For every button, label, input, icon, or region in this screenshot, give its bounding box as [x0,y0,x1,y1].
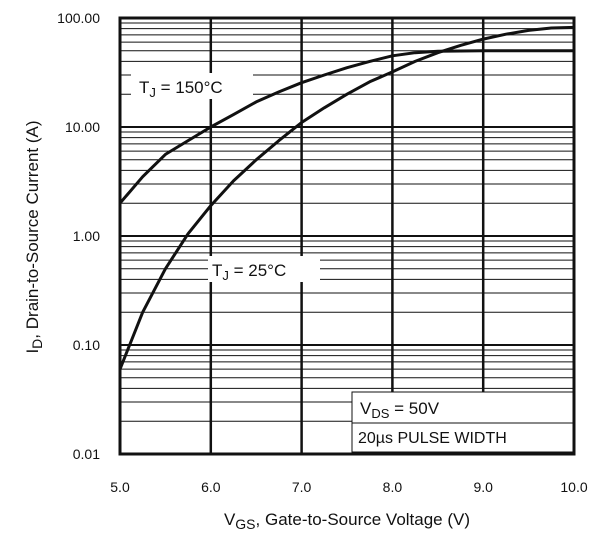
y-axis-title: ID, Drain-to-Source Current (A) [23,120,45,353]
y-tick-label: 0.10 [73,337,100,353]
y-tick-label: 10.00 [65,119,100,135]
x-tick-label: 7.0 [292,479,312,495]
x-tick-labels: 5.0 6.0 7.0 8.0 9.0 10.0 [110,479,588,495]
x-tick-label: 5.0 [110,479,130,495]
x-tick-label: 8.0 [383,479,403,495]
x-tick-label: 9.0 [473,479,493,495]
conditions-box [351,391,575,453]
plot-border [118,16,576,456]
x-axis-title: VGS, Gate-to-Source Voltage (V) [224,510,470,531]
series-label-25c: TJ = 25°C [212,261,286,283]
series-layer [118,25,575,370]
label-bg-150 [131,73,253,99]
y-tick-label: 100.00 [57,10,100,26]
series-line-25c [118,25,575,370]
series-label-150c: TJ = 150°C [139,78,223,100]
x-tick-label: 6.0 [201,479,221,495]
vds-annotation: VDS = 50V [360,399,440,421]
pulse-width-annotation: 20µs PULSE WIDTH [358,430,507,447]
y-tick-label: 1.00 [73,228,100,244]
x-tick-label: 10.0 [560,479,587,495]
y-tick-label: 0.01 [73,446,100,462]
label-bg-25 [208,256,320,282]
y-tick-labels: 0.01 0.10 1.00 10.00 100.00 [57,10,100,462]
